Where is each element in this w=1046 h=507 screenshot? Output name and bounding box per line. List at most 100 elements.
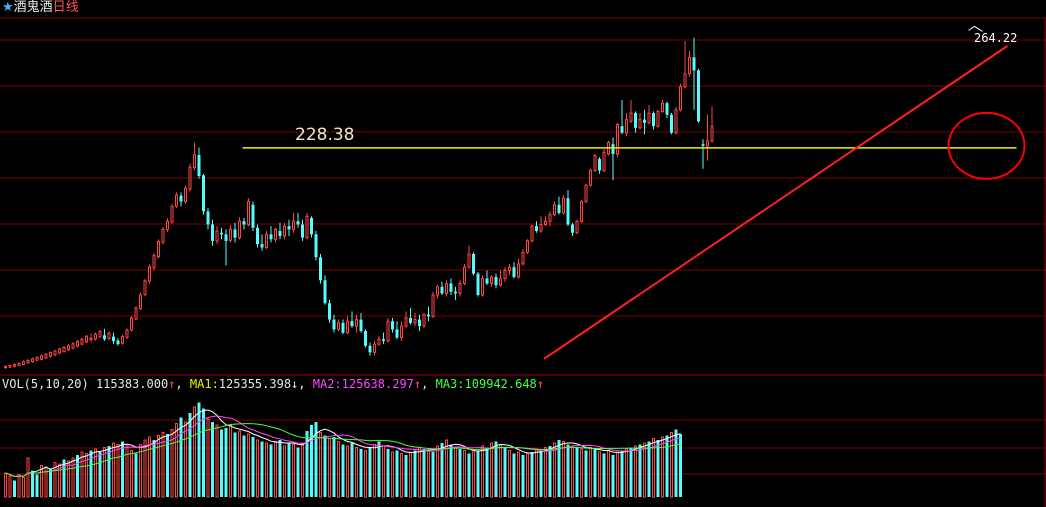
favorite-star-icon[interactable]: ★ xyxy=(2,0,14,15)
candle-body xyxy=(463,266,466,285)
ma3-line xyxy=(5,423,681,478)
volume-bar xyxy=(611,455,615,497)
candle-body xyxy=(602,151,606,171)
volume-bar xyxy=(548,446,552,497)
volume-bar xyxy=(490,442,493,498)
volume-bar xyxy=(440,443,444,497)
trend-line xyxy=(543,45,1009,360)
candle-body xyxy=(139,294,142,310)
candle-body xyxy=(242,221,246,225)
candle-body xyxy=(584,184,588,203)
candle-body xyxy=(386,320,390,342)
candle-body xyxy=(341,322,345,333)
max-price-label: 264.22 xyxy=(974,31,1017,45)
volume-bar xyxy=(571,445,574,498)
volume-bar xyxy=(404,455,408,497)
candle-body xyxy=(562,197,565,214)
volume-indicator-header: VOL(5,10,20) 115383.000↑, MA1:125355.398… xyxy=(2,377,544,391)
candle-body xyxy=(499,278,502,286)
candle-body xyxy=(197,155,201,176)
volume-bar xyxy=(476,450,480,497)
annotations xyxy=(242,25,1026,360)
volume-bar xyxy=(557,440,561,497)
volume-bar xyxy=(368,447,372,497)
candle-body xyxy=(89,337,93,341)
candle-body xyxy=(206,211,210,225)
candle-body xyxy=(170,205,174,223)
volume-bar xyxy=(629,447,633,497)
candle-body xyxy=(625,119,628,134)
volume-bar xyxy=(359,449,363,497)
volume-bar xyxy=(508,450,511,498)
volume-bar xyxy=(661,436,664,498)
volume-bar xyxy=(544,447,547,498)
candle-body xyxy=(670,114,673,133)
candle-body xyxy=(310,217,313,235)
candle-body xyxy=(395,329,399,338)
candle-body xyxy=(319,257,322,281)
volume-bar xyxy=(616,451,619,498)
volume-bar xyxy=(202,408,205,497)
candle-body xyxy=(260,244,264,248)
volume-bar xyxy=(31,470,34,497)
candle-body xyxy=(598,158,601,171)
vol-label[interactable]: VOL(5,10,20) xyxy=(2,377,89,391)
volume-bar xyxy=(8,475,12,498)
period-label[interactable]: 日线 xyxy=(52,0,79,15)
volume-bars xyxy=(4,402,682,498)
candle-body xyxy=(508,266,511,271)
candle-body xyxy=(517,263,520,278)
candle-body xyxy=(431,294,435,317)
volume-bar xyxy=(89,450,93,497)
candle-body xyxy=(494,276,498,286)
candle-body xyxy=(481,278,484,296)
volume-bar xyxy=(319,432,322,498)
volume-bar xyxy=(4,472,7,498)
volume-bar xyxy=(355,447,358,498)
stock-name: 酒鬼酒 xyxy=(13,0,53,15)
volume-bar xyxy=(373,444,376,498)
candle-body xyxy=(413,319,417,324)
volume-bar xyxy=(62,459,66,497)
volume-bar xyxy=(409,451,412,498)
volume-bar xyxy=(395,450,399,497)
volume-bar xyxy=(418,447,421,498)
candle-body xyxy=(134,307,138,320)
candle-body xyxy=(382,339,385,341)
candle-body xyxy=(449,283,453,292)
volume-bar xyxy=(481,445,484,498)
candle-body xyxy=(589,169,592,186)
candle-body xyxy=(130,317,133,331)
volume-bar xyxy=(179,417,183,497)
candle-body xyxy=(53,350,57,356)
volume-bar xyxy=(26,457,30,498)
candle-body xyxy=(490,276,493,285)
volume-bar xyxy=(256,439,259,498)
volume-bar xyxy=(526,453,529,498)
volume-bar xyxy=(638,444,642,497)
ma2-value: 125638.297 xyxy=(341,377,414,391)
candle-body xyxy=(692,57,696,71)
ma2-arrow-icon: ↑ xyxy=(413,377,422,391)
candle-body xyxy=(85,335,88,343)
volume-bar xyxy=(193,406,196,498)
candle-body xyxy=(350,321,354,327)
volume-bar xyxy=(670,432,673,498)
candle-body xyxy=(220,232,223,235)
candle-body xyxy=(49,352,52,357)
candle-body xyxy=(418,319,421,327)
candle-body xyxy=(94,333,97,340)
candle-body xyxy=(377,338,381,345)
candle-body xyxy=(229,228,232,241)
volume-bar xyxy=(346,445,349,498)
volume-bar xyxy=(589,447,592,498)
candle-body xyxy=(188,166,192,190)
volume-bar xyxy=(535,448,538,498)
candle-body xyxy=(476,273,480,295)
volume-bar xyxy=(485,447,489,497)
candle-body xyxy=(314,234,318,258)
vol-value: 115383.000 xyxy=(95,377,169,391)
candle-body xyxy=(530,225,534,242)
volume-bar xyxy=(562,441,565,498)
